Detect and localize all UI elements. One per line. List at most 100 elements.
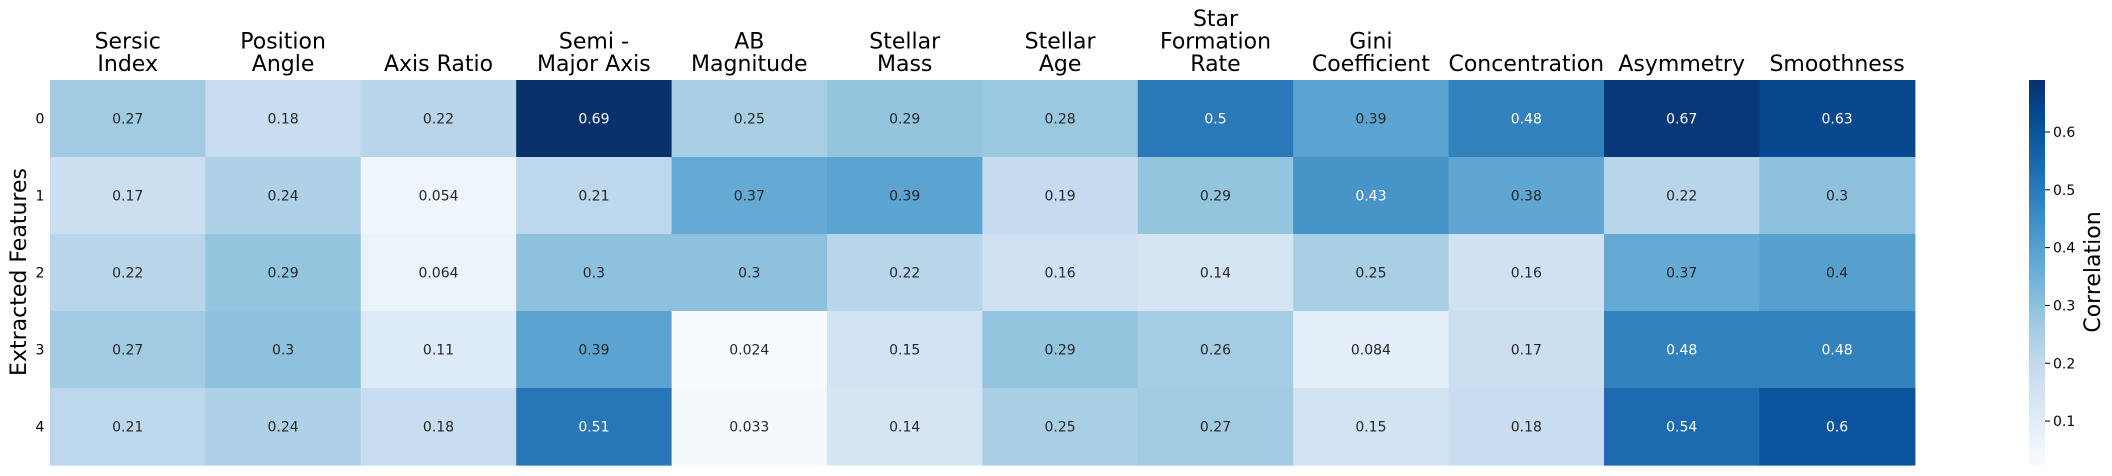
- cell-value-label: 0.25: [1045, 420, 1076, 436]
- cell-value-label: 0.29: [1200, 189, 1231, 205]
- cell-value-label: 0.033: [729, 420, 769, 436]
- y-axis-title: Extracted Features: [7, 168, 32, 376]
- cell-value-label: 0.14: [889, 420, 920, 436]
- cell-value-label: 0.25: [734, 112, 765, 128]
- column-label: Rate: [1190, 52, 1240, 77]
- heatmap-cell: [360, 311, 517, 389]
- heatmap-cell: [671, 234, 828, 312]
- heatmap-cell: [205, 388, 362, 466]
- heatmap-cell: [1137, 388, 1294, 466]
- heatmap-cell: [516, 80, 673, 158]
- heatmap-cell: [1293, 80, 1450, 158]
- column-label: Star: [1193, 7, 1239, 32]
- heatmap-cell: [516, 311, 673, 389]
- cell-value-label: 0.28: [1045, 112, 1076, 128]
- heatmap-cell: [1604, 80, 1760, 158]
- colorbar-tick-label: 0.2: [2053, 356, 2075, 372]
- colorbar-title: Correlation: [2081, 211, 2106, 332]
- heatmap-cell: [827, 388, 983, 466]
- cell-value-label: 0.38: [1511, 189, 1542, 205]
- column-label: Sersic: [95, 30, 161, 55]
- cell-value-label: 0.48: [1511, 112, 1542, 128]
- heatmap-cell: [205, 311, 362, 389]
- colorbar-tick-label: 0.6: [2053, 125, 2075, 141]
- cell-value-label: 0.29: [1045, 343, 1076, 359]
- cell-value-label: 0.3: [272, 343, 294, 359]
- heatmap-cell: [1448, 234, 1605, 312]
- column-label: Magnitude: [691, 52, 808, 77]
- cell-value-label: 0.16: [1045, 266, 1076, 282]
- column-label: Asymmetry: [1618, 52, 1745, 77]
- column-label: Stellar: [869, 30, 941, 55]
- heatmap-cell: [671, 388, 828, 466]
- cell-value-label: 0.48: [1666, 343, 1697, 359]
- row-labels: 0 1 2 3 4: [36, 112, 45, 436]
- heatmap-cell: [1759, 311, 1916, 389]
- heatmap-cell: [360, 80, 517, 158]
- heatmap-cell: [1293, 157, 1450, 235]
- heatmap-cell: [1759, 157, 1916, 235]
- column-label: Position: [240, 30, 326, 55]
- heatmap-cell: [1448, 388, 1605, 466]
- heatmap-cell: [671, 157, 828, 235]
- cell-value-label: 0.22: [112, 266, 143, 282]
- cell-value-label: 0.48: [1822, 343, 1853, 359]
- cell-value-label: 0.15: [1355, 420, 1386, 436]
- heatmap-cell: [827, 234, 983, 312]
- heatmap-cell: [50, 80, 206, 158]
- heatmap-cell: [827, 157, 983, 235]
- cell-value-label: 0.18: [268, 112, 299, 128]
- cell-value-label: 0.3: [738, 266, 760, 282]
- cell-value-label: 0.25: [1355, 266, 1386, 282]
- heatmap-cell: [1293, 311, 1450, 389]
- heatmap-cell: [1604, 311, 1760, 389]
- heatmap-cell: [1293, 388, 1450, 466]
- cell-value-label: 0.3: [583, 266, 605, 282]
- heatmap-cell: [982, 311, 1139, 389]
- column-label: Angle: [252, 52, 315, 77]
- heatmap-cell: [360, 388, 517, 466]
- heatmap-cells: 0.27 0.18 0.22 0.69 0.25 0.29 0.28 0.5 0.39 0.48 0…: [50, 80, 1916, 466]
- heatmap-cell: [205, 234, 362, 312]
- cell-value-label: 0.39: [578, 343, 609, 359]
- cell-value-label: 0.4: [1826, 266, 1848, 282]
- cell-value-label: 0.18: [423, 420, 454, 436]
- cell-value-label: 0.18: [1511, 420, 1542, 436]
- cell-value-label: 0.69: [578, 112, 609, 128]
- row-label: 4: [36, 420, 45, 436]
- heatmap-cell: [1137, 80, 1294, 158]
- cell-value-label: 0.24: [268, 189, 299, 205]
- heatmap-cell: [360, 157, 517, 235]
- cell-value-label: 0.51: [578, 420, 609, 436]
- cell-value-label: 0.19: [1045, 189, 1076, 205]
- heatmap-cell: [1137, 234, 1294, 312]
- column-label: Major Axis: [537, 52, 651, 77]
- column-label: Mass: [877, 52, 932, 77]
- cell-value-label: 0.14: [1200, 266, 1231, 282]
- cell-value-label: 0.26: [1200, 343, 1231, 359]
- heatmap-cell: [671, 311, 828, 389]
- cell-value-label: 0.3: [1826, 189, 1848, 205]
- heatmap-cell: [1604, 388, 1760, 466]
- cell-value-label: 0.064: [418, 266, 458, 282]
- cell-value-label: 0.6: [1826, 420, 1848, 436]
- cell-value-label: 0.63: [1822, 112, 1853, 128]
- cell-value-label: 0.084: [1351, 343, 1391, 359]
- column-label: Concentration: [1448, 52, 1604, 77]
- cell-value-label: 0.054: [418, 189, 458, 205]
- column-label: Coefficient: [1312, 52, 1430, 77]
- heatmap-cell: [516, 157, 673, 235]
- cell-value-label: 0.17: [112, 189, 143, 205]
- heatmap-cell: [1137, 157, 1294, 235]
- heatmap-cell: [982, 388, 1139, 466]
- cell-value-label: 0.27: [112, 343, 143, 359]
- heatmap-cell: [1448, 80, 1605, 158]
- row-label: 2: [36, 266, 45, 282]
- heatmap-cell: [1448, 157, 1605, 235]
- heatmap-cell: [982, 234, 1139, 312]
- heatmap-cell: [982, 80, 1139, 158]
- row-label: 3: [36, 343, 45, 359]
- heatmap-cell: [516, 234, 673, 312]
